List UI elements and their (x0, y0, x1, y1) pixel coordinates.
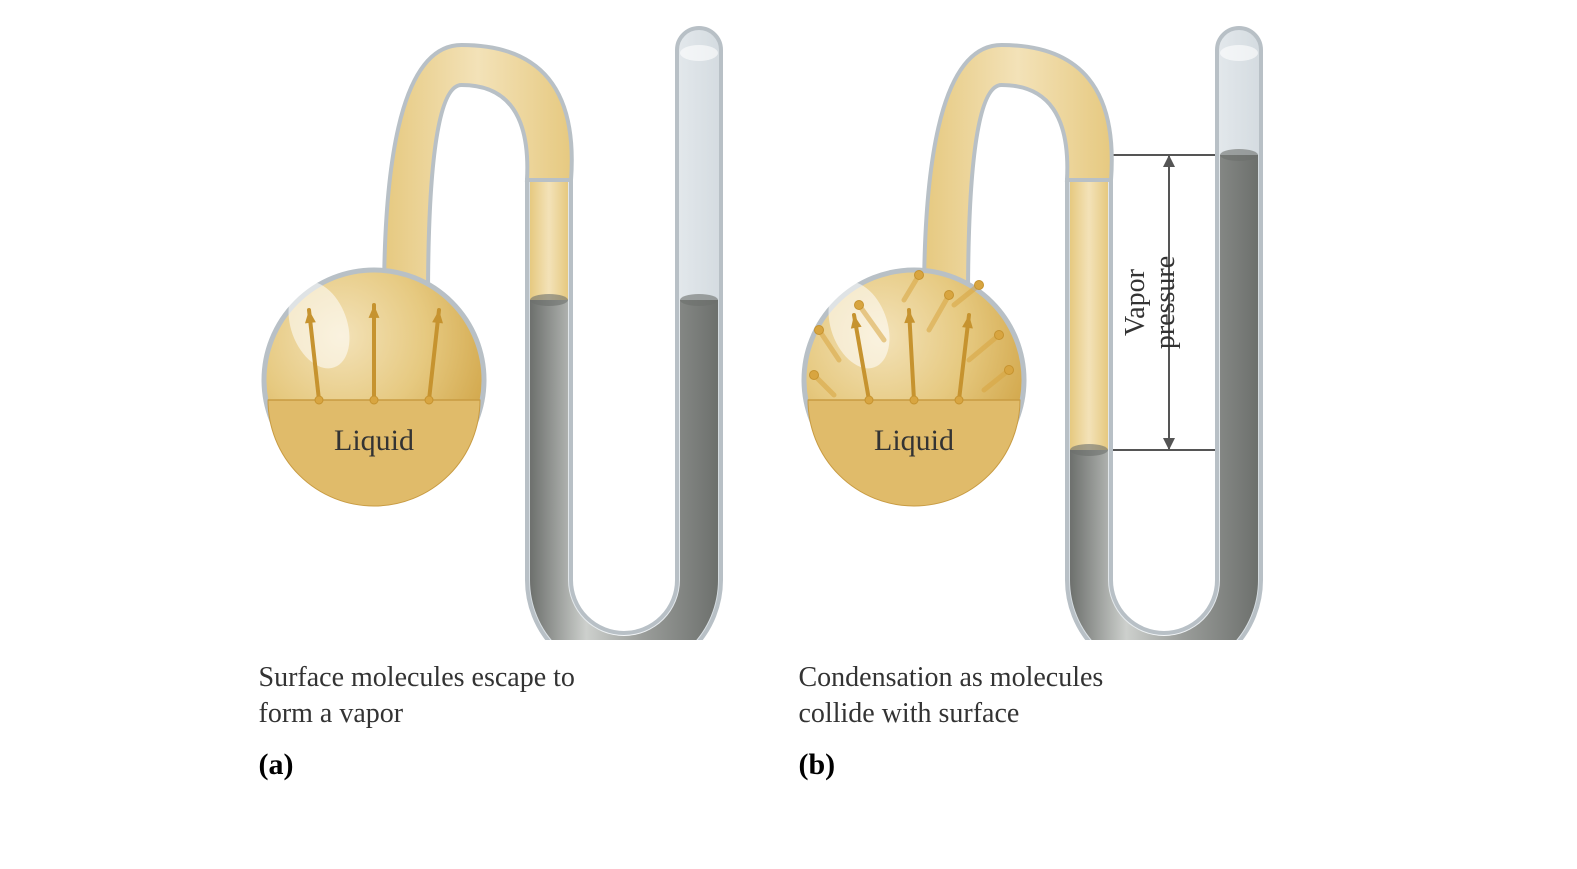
label-b: (b) (799, 748, 836, 782)
left-arm-gas (530, 180, 568, 300)
bulb-liquid-label: Liquid (874, 424, 954, 457)
caption-b: Condensation as molecules collide with s… (799, 660, 1159, 733)
panel-a: Liquid Surface molecules escape to form … (259, 20, 739, 782)
apparatus-a: Liquid (259, 20, 739, 640)
bulb-liquid-label: Liquid (334, 424, 414, 457)
left-arm-gas (1070, 180, 1108, 450)
figure-container: Liquid Surface molecules escape to form … (20, 20, 1557, 782)
diagram-a: Liquid (259, 20, 739, 640)
panel-b: Vaporpressure Liquid Condensation as mole… (799, 20, 1319, 782)
mercury (530, 300, 718, 640)
label-a: (a) (259, 748, 294, 782)
caption-a: Surface molecules escape to form a vapor (259, 660, 619, 733)
vapor-pressure-label: Vaporpressure (1120, 256, 1181, 349)
apparatus-b: Vaporpressure Liquid (799, 20, 1319, 640)
diagram-b: Vaporpressure Liquid (799, 20, 1319, 640)
